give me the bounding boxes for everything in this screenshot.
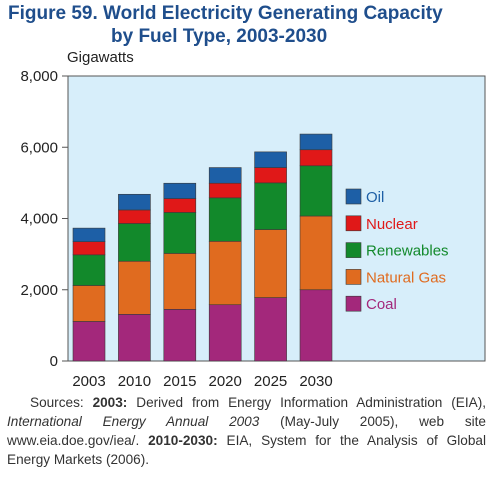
bar-segment-nuclear-2030 xyxy=(299,149,333,167)
legend-swatch-oil xyxy=(345,188,362,205)
bar-segment-oil-2020 xyxy=(208,167,242,184)
bar-segment-natural-gas-2020 xyxy=(208,241,242,306)
x-tick-label: 2020 xyxy=(209,373,242,390)
x-tick-label: 2030 xyxy=(299,373,332,390)
bar-segment-renewables-2020 xyxy=(208,197,242,242)
y-tick-label: 4,000 xyxy=(20,211,58,228)
source-text-1: Derived from Energy Information Administ… xyxy=(127,395,487,410)
legend-swatch-renewables xyxy=(345,242,362,258)
bar-segment-renewables-2025 xyxy=(254,182,287,230)
bar-segment-oil-2025 xyxy=(254,151,287,168)
legend-label-coal: Coal xyxy=(366,296,397,313)
bar-segment-nuclear-2003 xyxy=(72,241,106,256)
bar-segment-natural-gas-2025 xyxy=(254,229,287,298)
bar-segment-oil-2030 xyxy=(299,133,333,151)
bar-segment-oil-2010 xyxy=(118,193,151,211)
source-year-2003: 2003: xyxy=(92,395,128,410)
title-line-2: by Fuel Type, 2003-2030 xyxy=(111,26,328,47)
source-publication: International Energy Annual 2003 xyxy=(7,414,260,429)
legend-swatch-coal xyxy=(345,295,362,312)
bar-segment-coal-2020 xyxy=(208,304,242,362)
legend-label-renewables: Renewables xyxy=(366,243,449,260)
bar-segment-natural-gas-2030 xyxy=(299,215,333,291)
bar-segment-coal-2010 xyxy=(118,314,151,362)
bar-segment-renewables-2010 xyxy=(118,223,151,262)
source-text-3: EIA, System for the Analysis of Global E… xyxy=(7,433,486,467)
bar-segment-natural-gas-2015 xyxy=(163,253,197,310)
y-tick-label: 8,000 xyxy=(20,68,58,85)
legend-label-nuclear: Nuclear xyxy=(366,216,418,233)
bar-segment-coal-2025 xyxy=(254,297,287,362)
y-tick-label: 0 xyxy=(50,353,58,370)
y-tick-label: 6,000 xyxy=(20,139,58,156)
bar-segment-coal-2003 xyxy=(72,321,106,362)
title-line-1: Figure 59. World Electricity Generating … xyxy=(8,3,443,24)
bar-segment-nuclear-2015 xyxy=(163,198,197,213)
legend-swatch-nuclear xyxy=(345,215,362,232)
bar-segment-coal-2015 xyxy=(163,309,197,362)
y-tick-label: 2,000 xyxy=(20,282,58,299)
legend-swatch-natural-gas xyxy=(345,269,362,285)
x-tick-label: 2025 xyxy=(254,373,287,390)
bar-segment-oil-2003 xyxy=(72,227,106,242)
x-tick-label: 2003 xyxy=(72,373,105,390)
source-note: Sources: 2003: Derived from Energy Infor… xyxy=(7,393,486,469)
legend-label-oil: Oil xyxy=(366,189,384,206)
x-tick-label: 2010 xyxy=(118,373,151,390)
legend-label-natural-gas: Natural Gas xyxy=(366,269,446,286)
bar-segment-natural-gas-2003 xyxy=(72,285,106,322)
stacked-bar-chart: 0 2,000 4,000 6,000 8,000 2003 2010 2015 2020 20… xyxy=(20,68,486,390)
bar-segment-nuclear-2010 xyxy=(118,209,151,224)
bar-segment-natural-gas-2010 xyxy=(118,260,151,315)
figure-title: Figure 59. World Electricity Generating … xyxy=(8,2,488,48)
bar-segment-renewables-2003 xyxy=(72,254,106,286)
bar-segment-coal-2030 xyxy=(299,289,333,362)
bar-segment-renewables-2015 xyxy=(163,212,197,254)
bar-segment-nuclear-2025 xyxy=(254,167,287,184)
bar-segment-oil-2015 xyxy=(163,182,197,199)
y-axis-unit-label: Gigawatts xyxy=(67,49,134,66)
source-prefix: Sources: xyxy=(30,395,93,410)
bar-segment-renewables-2030 xyxy=(299,165,333,217)
source-text-2: (May-July 2005), web site www.eia.doe.go… xyxy=(7,414,486,448)
source-years-2010-2030: 2010-2030: xyxy=(148,433,218,448)
x-tick-label: 2015 xyxy=(163,373,196,390)
bar-segment-nuclear-2020 xyxy=(208,182,242,199)
